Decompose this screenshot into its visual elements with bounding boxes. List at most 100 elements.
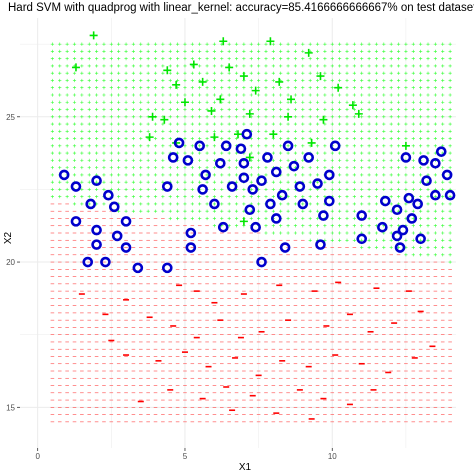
region-marker-plus [360, 100, 364, 104]
region-marker-plus [426, 129, 430, 133]
region-marker-plus [168, 115, 172, 119]
region-marker-plus [352, 151, 356, 155]
region-marker-plus [448, 78, 452, 83]
region-marker-plus [161, 49, 165, 54]
region-marker-plus [404, 187, 408, 192]
region-marker-plus [87, 151, 91, 155]
region-marker-plus [146, 129, 150, 133]
region-marker-plus [433, 209, 437, 213]
region-marker-plus [389, 202, 393, 206]
region-marker-plus [448, 151, 452, 155]
region-marker-plus [345, 202, 349, 206]
region-marker-plus [411, 253, 415, 257]
region-marker-plus [404, 115, 408, 119]
region-marker-plus [183, 71, 187, 75]
region-marker-plus [212, 216, 217, 221]
data-point-plus [245, 153, 254, 162]
region-marker-plus [279, 115, 283, 119]
region-marker-plus [72, 129, 77, 133]
region-marker-plus [293, 144, 298, 148]
region-marker-plus [426, 166, 430, 170]
region-marker-plus [264, 173, 268, 177]
region-marker-plus [102, 78, 106, 83]
region-marker-plus [87, 144, 91, 148]
region-marker-plus [367, 78, 371, 83]
region-marker-plus [176, 107, 180, 112]
region-marker-plus [426, 216, 430, 221]
region-marker-plus [352, 187, 356, 192]
region-marker-plus [323, 187, 327, 192]
region-marker-plus [411, 71, 415, 75]
region-marker-plus [382, 216, 386, 221]
region-marker-plus [338, 42, 342, 46]
region-marker-plus [448, 180, 452, 184]
data-point-circle [103, 189, 114, 201]
region-marker-plus [183, 173, 187, 177]
region-marker-plus [448, 93, 452, 97]
region-marker-plus [176, 202, 180, 206]
region-marker-plus [124, 151, 128, 155]
data-point-circle [256, 175, 267, 187]
region-marker-plus [411, 115, 415, 119]
region-marker-plus [419, 129, 423, 133]
region-marker-plus [345, 57, 349, 61]
data-point-circle [182, 155, 194, 166]
region-marker-plus [382, 166, 386, 170]
region-marker-plus [411, 166, 415, 170]
region-marker-plus [161, 158, 165, 162]
region-marker-plus [190, 144, 194, 148]
region-marker-plus [124, 144, 128, 148]
region-marker-plus [323, 107, 327, 112]
region-marker-plus [65, 129, 69, 133]
region-marker-plus [374, 115, 379, 119]
region-marker-plus [374, 129, 379, 133]
region-marker-plus [404, 78, 408, 83]
region-marker-plus [323, 93, 327, 97]
region-marker-plus [58, 136, 62, 141]
region-marker-plus [198, 86, 202, 90]
region-marker-plus [183, 93, 187, 97]
region-marker-plus [404, 129, 408, 133]
region-marker-plus [257, 173, 261, 177]
region-marker-plus [124, 107, 128, 112]
region-marker-plus [220, 122, 224, 126]
region-marker-plus [72, 122, 77, 126]
region-marker-plus [131, 158, 136, 162]
region-marker-plus [411, 158, 415, 162]
region-marker-plus [374, 195, 379, 199]
region-marker-plus [234, 93, 239, 97]
region-marker-plus [330, 86, 334, 90]
region-marker-plus [396, 151, 401, 155]
region-marker-plus [360, 158, 364, 162]
region-marker-plus [264, 64, 268, 68]
region-marker-plus [117, 115, 121, 119]
region-marker-plus [198, 158, 202, 162]
region-marker-plus [374, 180, 379, 184]
region-marker-plus [330, 49, 334, 54]
region-marker-plus [50, 122, 55, 126]
region-marker-plus [50, 144, 55, 148]
region-marker-plus [94, 57, 99, 61]
region-marker-plus [50, 93, 55, 97]
region-marker-plus [419, 57, 423, 61]
region-marker-plus [301, 173, 305, 177]
region-marker-plus [404, 93, 408, 97]
region-marker-plus [286, 136, 290, 141]
region-marker-plus [419, 187, 423, 192]
region-marker-plus [227, 129, 231, 133]
region-marker-plus [389, 122, 393, 126]
region-marker-plus [117, 64, 121, 68]
region-marker-plus [109, 151, 113, 155]
region-marker-plus [279, 107, 283, 112]
region-marker-plus [139, 107, 143, 112]
region-marker-plus [441, 158, 445, 162]
region-marker-plus [257, 166, 261, 170]
region-marker-plus [139, 86, 143, 90]
region-marker-plus [308, 173, 312, 177]
region-marker-plus [352, 166, 356, 170]
region-marker-plus [293, 57, 298, 61]
region-marker-plus [330, 151, 334, 155]
region-marker-plus [72, 107, 77, 112]
region-marker-plus [352, 86, 356, 90]
region-marker-plus [109, 115, 113, 119]
